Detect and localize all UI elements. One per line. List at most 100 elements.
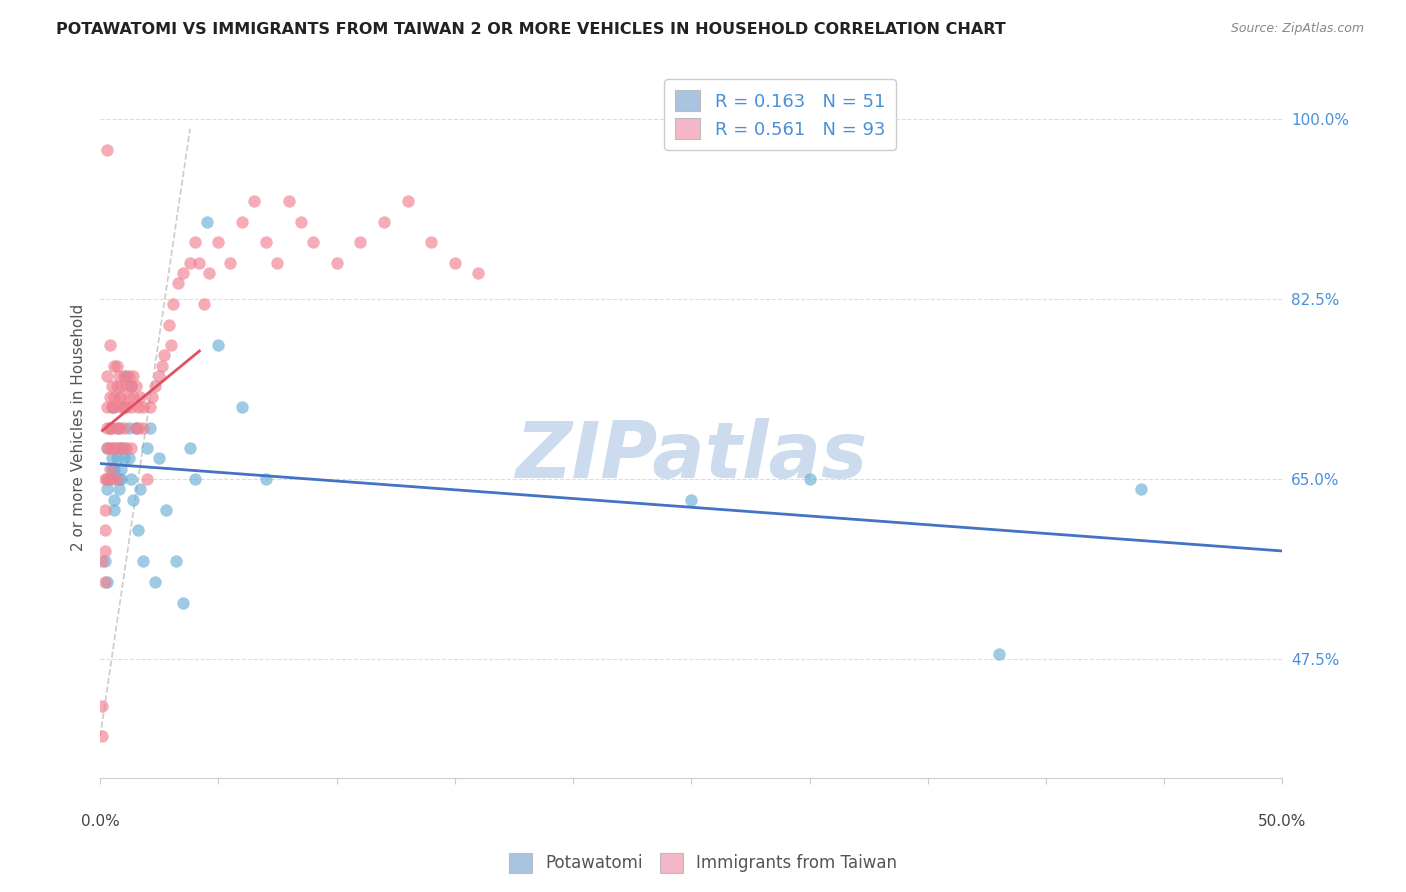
Point	[231, 400, 253, 414]
Point	[105, 451, 128, 466]
Point	[117, 369, 139, 384]
Point	[108, 472, 131, 486]
Point	[101, 400, 124, 414]
Point	[207, 338, 229, 352]
Point	[172, 596, 194, 610]
Point	[98, 420, 121, 434]
Point	[219, 256, 242, 270]
Point	[98, 390, 121, 404]
Y-axis label: 2 or more Vehicles in Household: 2 or more Vehicles in Household	[72, 304, 86, 551]
Point	[198, 266, 221, 280]
Point	[150, 359, 173, 373]
Point	[103, 359, 125, 373]
Point	[681, 492, 703, 507]
Point	[96, 441, 118, 455]
Point	[129, 390, 152, 404]
Point	[96, 574, 118, 589]
Point	[110, 461, 132, 475]
Point	[124, 420, 146, 434]
Point	[94, 554, 117, 568]
Point	[987, 647, 1010, 661]
Point	[105, 420, 128, 434]
Point	[1129, 483, 1152, 497]
Point	[143, 574, 166, 589]
Point	[101, 420, 124, 434]
Point	[101, 472, 124, 486]
Point	[101, 379, 124, 393]
Point	[117, 451, 139, 466]
Point	[131, 400, 153, 414]
Point	[103, 492, 125, 507]
Text: ZIPatlas: ZIPatlas	[515, 417, 868, 493]
Point	[120, 441, 142, 455]
Point	[120, 472, 142, 486]
Point	[396, 194, 419, 208]
Point	[160, 338, 183, 352]
Point	[98, 441, 121, 455]
Point	[108, 420, 131, 434]
Point	[98, 420, 121, 434]
Legend: Potawatomi, Immigrants from Taiwan: Potawatomi, Immigrants from Taiwan	[502, 847, 904, 880]
Point	[153, 348, 176, 362]
Point	[96, 483, 118, 497]
Point	[207, 235, 229, 250]
Point	[278, 194, 301, 208]
Point	[373, 214, 395, 228]
Point	[112, 400, 135, 414]
Point	[139, 420, 162, 434]
Point	[91, 730, 114, 744]
Point	[148, 369, 170, 384]
Point	[94, 544, 117, 558]
Point	[94, 472, 117, 486]
Point	[96, 472, 118, 486]
Point	[266, 256, 288, 270]
Legend: R = 0.163   N = 51, R = 0.561   N = 93: R = 0.163 N = 51, R = 0.561 N = 93	[664, 79, 896, 150]
Point	[110, 390, 132, 404]
Point	[112, 441, 135, 455]
Point	[112, 400, 135, 414]
Point	[103, 400, 125, 414]
Text: Source: ZipAtlas.com: Source: ZipAtlas.com	[1230, 22, 1364, 36]
Point	[98, 461, 121, 475]
Point	[127, 524, 149, 538]
Point	[96, 472, 118, 486]
Point	[117, 390, 139, 404]
Point	[115, 441, 138, 455]
Point	[91, 554, 114, 568]
Point	[143, 379, 166, 393]
Point	[325, 256, 347, 270]
Point	[183, 472, 205, 486]
Point	[112, 420, 135, 434]
Point	[108, 420, 131, 434]
Point	[94, 574, 117, 589]
Point	[115, 369, 138, 384]
Point	[179, 441, 201, 455]
Point	[98, 472, 121, 486]
Point	[139, 400, 162, 414]
Text: POTAWATOMI VS IMMIGRANTS FROM TAIWAN 2 OR MORE VEHICLES IN HOUSEHOLD CORRELATION: POTAWATOMI VS IMMIGRANTS FROM TAIWAN 2 O…	[56, 22, 1005, 37]
Point	[115, 400, 138, 414]
Point	[136, 441, 159, 455]
Point	[165, 554, 187, 568]
Point	[349, 235, 371, 250]
Point	[183, 235, 205, 250]
Point	[141, 390, 163, 404]
Point	[167, 277, 190, 291]
Point	[110, 472, 132, 486]
Point	[96, 441, 118, 455]
Point	[110, 379, 132, 393]
Text: 50.0%: 50.0%	[1258, 814, 1306, 829]
Point	[108, 483, 131, 497]
Point	[122, 390, 145, 404]
Point	[101, 461, 124, 475]
Point	[179, 256, 201, 270]
Point	[105, 359, 128, 373]
Point	[188, 256, 211, 270]
Point	[108, 441, 131, 455]
Point	[254, 235, 277, 250]
Point	[122, 492, 145, 507]
Point	[112, 451, 135, 466]
Point	[120, 379, 142, 393]
Point	[127, 400, 149, 414]
Point	[91, 698, 114, 713]
